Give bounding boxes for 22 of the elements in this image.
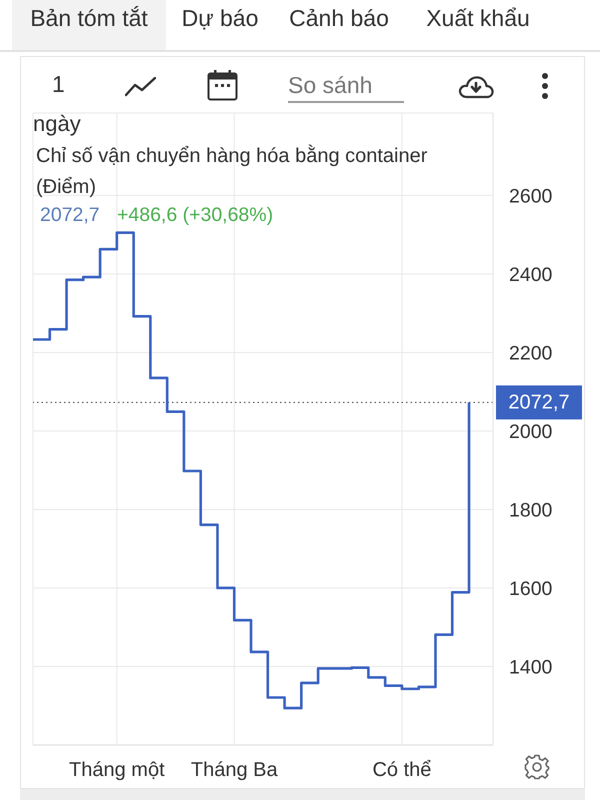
x-tick-label: Tháng một xyxy=(69,759,166,782)
y-tick-label: 1800 xyxy=(509,499,553,522)
y-tick-label: 1600 xyxy=(509,578,553,600)
annotation: 2072,7 xyxy=(40,204,100,226)
input-field: So sánh xyxy=(288,70,404,103)
x-tick-label: Tháng Ba xyxy=(190,759,278,782)
text: Xuất khẩu xyxy=(426,5,530,31)
text: Bản tóm tắt xyxy=(30,5,148,31)
text: Dự báo xyxy=(182,5,258,31)
ref-line-label: 2072,7 xyxy=(508,391,570,414)
text: 1 xyxy=(52,71,65,97)
y-tick-label: 1400 xyxy=(509,656,553,678)
x-tick-label: Có thể xyxy=(372,759,432,782)
text: Chỉ số vận chuyển hàng hóa bằng container xyxy=(36,145,428,167)
y-tick-label: 2400 xyxy=(509,264,553,286)
y-tick-label: 2200 xyxy=(509,342,553,364)
y-tick-label: 2600 xyxy=(509,185,553,208)
annotation: ngày xyxy=(33,111,81,136)
y-tick-label: 2000 xyxy=(509,420,553,443)
text: Cảnh báo xyxy=(289,5,389,31)
text: (Điểm) xyxy=(36,176,96,198)
annotation: +486,6 (+30,68%) xyxy=(117,204,274,226)
